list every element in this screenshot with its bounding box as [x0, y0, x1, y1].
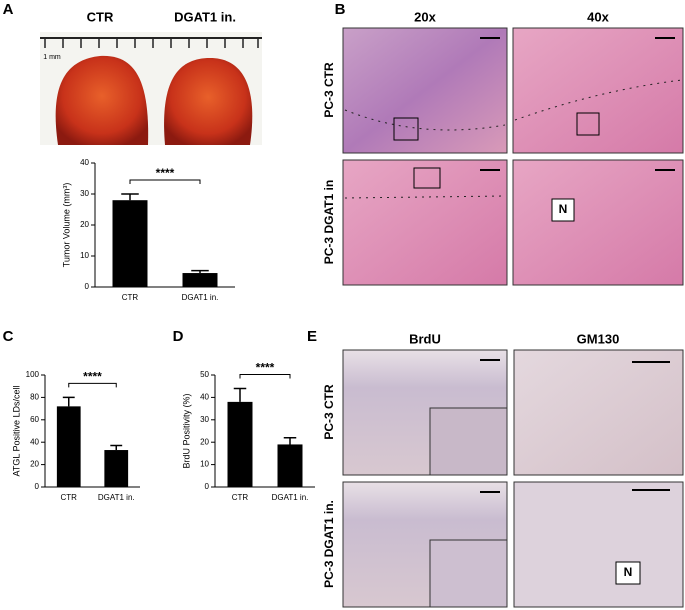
column-label: BrdU: [409, 331, 441, 346]
bar: [56, 406, 81, 487]
y-tick-label: 20: [200, 437, 209, 446]
y-axis-label: BrdU Positivity (%): [181, 393, 191, 468]
y-tick-label: 20: [30, 460, 39, 469]
x-tick-label: DGAT1 in.: [272, 493, 309, 502]
panel-letter: A: [3, 1, 14, 18]
y-tick-label: 40: [200, 393, 209, 402]
bar: [277, 444, 303, 487]
bar: [112, 200, 148, 287]
error-bar: [121, 193, 139, 201]
photo-label: DGAT1 in.: [174, 9, 236, 24]
marker-box: [551, 198, 575, 222]
marker-box: [615, 561, 641, 585]
significance-bracket: [68, 382, 117, 388]
x-tick-label: DGAT1 in.: [98, 493, 135, 502]
y-tick-label: 40: [80, 158, 89, 167]
y-tick-label: 20: [80, 220, 89, 229]
significance-label: ****: [256, 361, 275, 375]
significance-bracket: [239, 373, 291, 379]
photo-label: CTR: [87, 9, 114, 24]
y-axis-label: Tumor Volume (mm³): [61, 183, 71, 268]
significance-label: ****: [156, 166, 175, 180]
column-label: GM130: [577, 331, 620, 346]
y-tick-label: 30: [80, 189, 89, 198]
bar: [227, 401, 253, 487]
x-tick-label: CTR: [61, 493, 78, 502]
x-tick-label: DGAT1 in.: [182, 293, 219, 302]
y-tick-label: 100: [26, 370, 40, 379]
marker-label: N: [559, 202, 568, 216]
row-label: PC-3 CTR: [322, 384, 336, 440]
column-label: 40x: [587, 9, 609, 24]
significance-bracket: [129, 179, 201, 184]
panel-letter: B: [335, 1, 346, 18]
y-tick-label: 0: [35, 482, 40, 491]
panel-letter: D: [173, 328, 184, 345]
panel-letter: C: [3, 328, 14, 345]
marker-label: N: [624, 565, 633, 579]
error-bar: [233, 387, 247, 402]
error-bar: [283, 436, 297, 445]
y-tick-label: 10: [200, 460, 209, 469]
y-tick-label: 10: [80, 251, 89, 260]
significance-label: ****: [83, 370, 102, 384]
x-tick-label: CTR: [122, 293, 139, 302]
panel-letter: E: [307, 328, 317, 345]
error-bar: [62, 396, 75, 407]
error-bar: [110, 444, 123, 451]
y-tick-label: 30: [200, 415, 209, 424]
bar: [104, 450, 129, 487]
row-label: PC-3 DGAT1 in: [322, 180, 336, 264]
y-tick-label: 60: [30, 415, 39, 424]
y-tick-label: 40: [30, 437, 39, 446]
scale-label: 1 mm: [43, 54, 61, 61]
photo: [40, 32, 262, 145]
row-label: PC-3 DGAT1 in.: [322, 500, 336, 588]
row-label: PC-3 CTR: [322, 62, 336, 118]
error-bar: [191, 269, 209, 274]
y-tick-label: 50: [200, 370, 209, 379]
y-tick-label: 0: [205, 482, 210, 491]
micrographs: [342, 27, 684, 608]
x-tick-label: CTR: [232, 493, 249, 502]
y-axis-label: ATGL Positive LDs/cell: [11, 385, 21, 476]
y-tick-label: 80: [30, 393, 39, 402]
y-tick-label: 0: [85, 282, 90, 291]
column-label: 20x: [414, 9, 436, 24]
bar: [182, 273, 218, 287]
